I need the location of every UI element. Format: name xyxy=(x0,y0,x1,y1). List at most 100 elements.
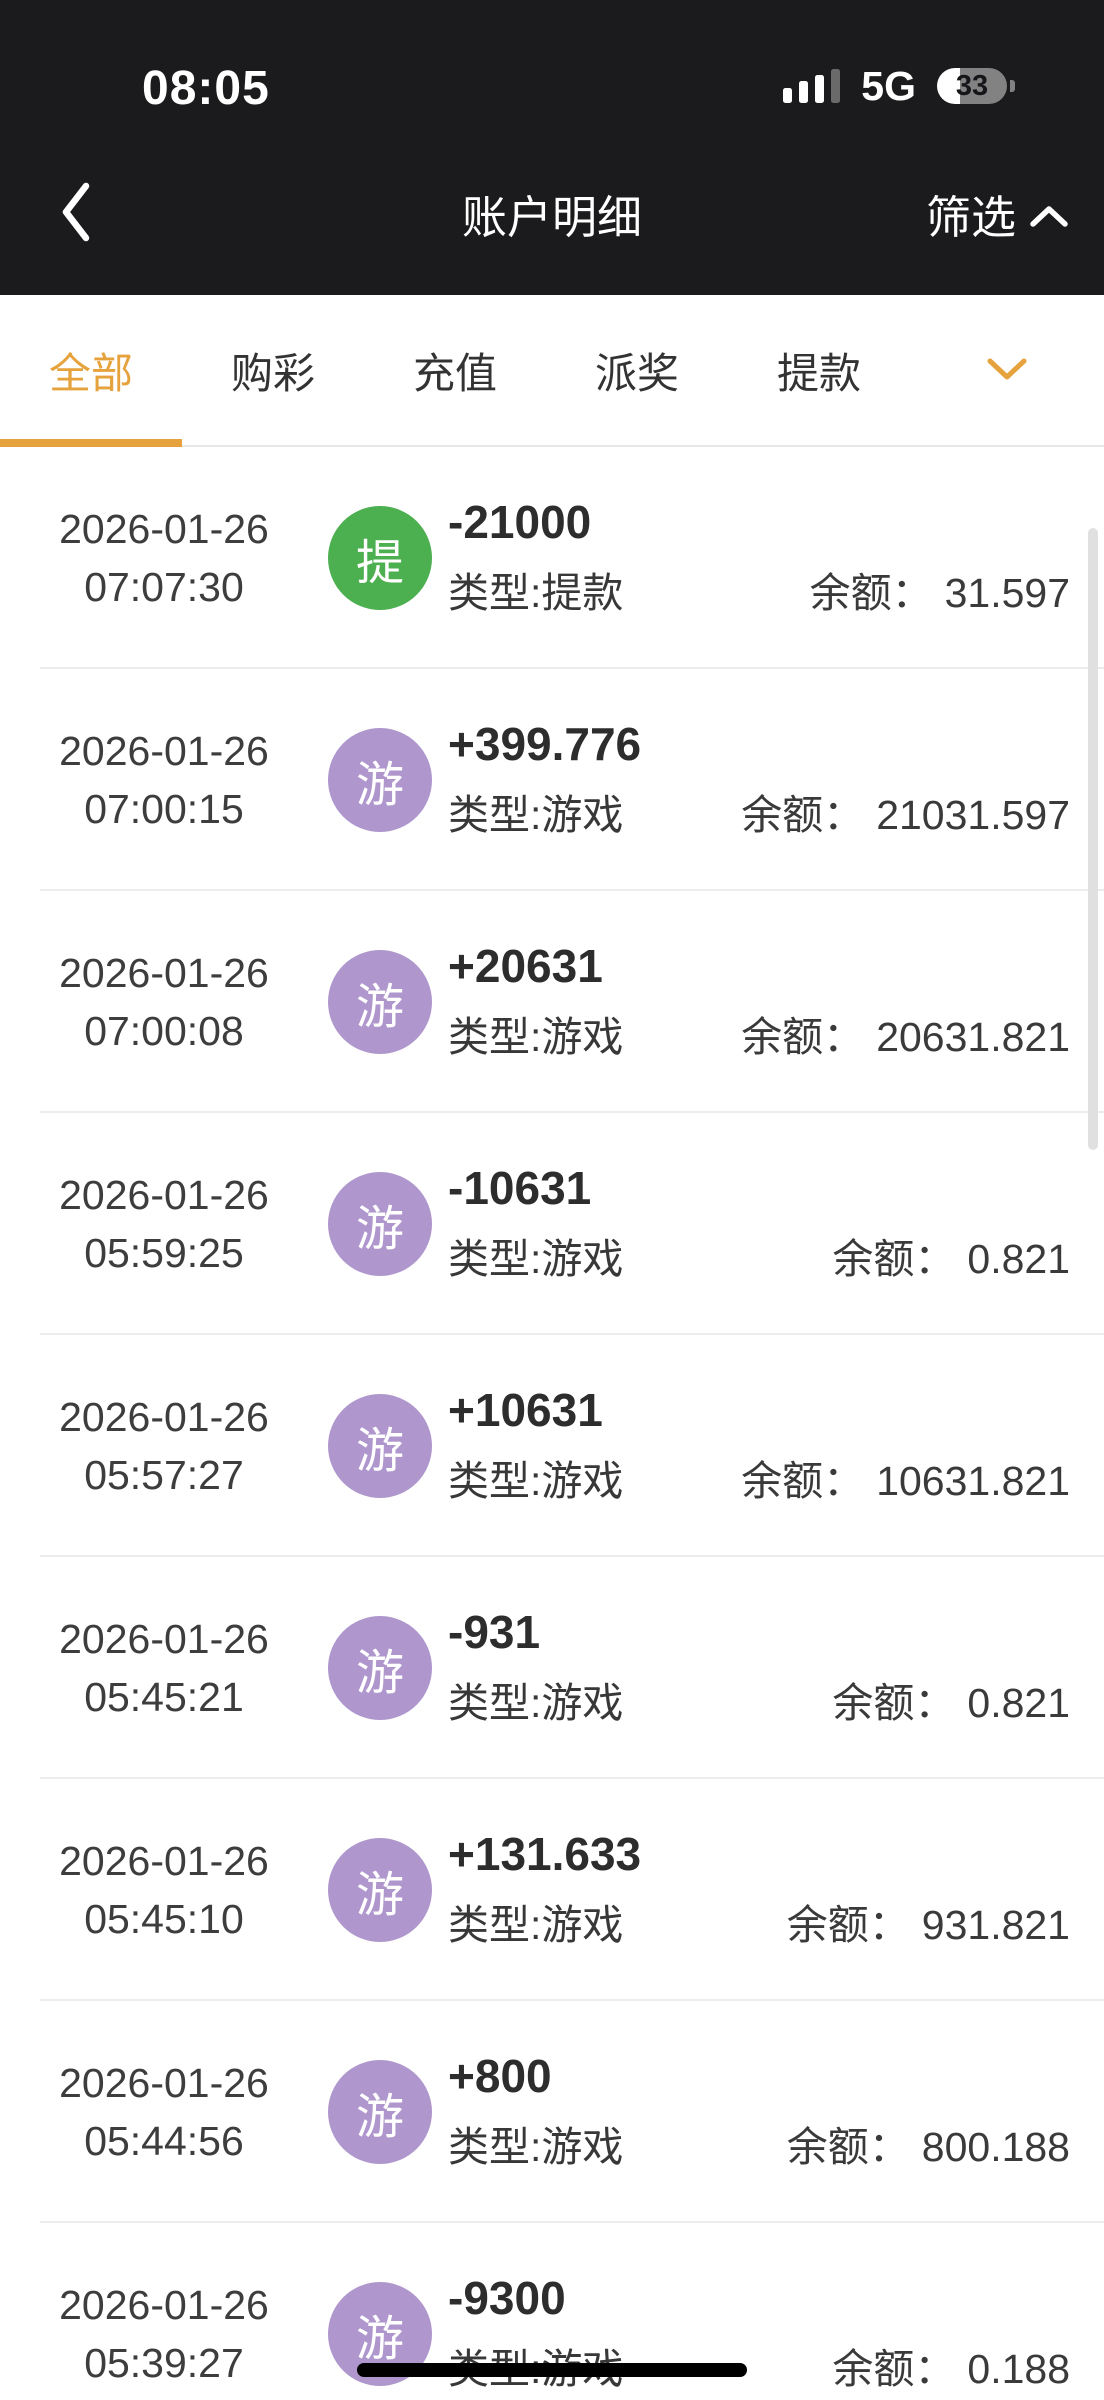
transaction-amount: +800 xyxy=(448,2049,552,2102)
scrollbar-thumb[interactable] xyxy=(1088,528,1098,1150)
transaction-row[interactable]: 2026-01-26 05:45:10 游 +131.633 类型:游戏 余额：… xyxy=(0,1779,1104,2001)
transaction-time: 05:45:21 xyxy=(84,1674,244,1720)
balance-label: 余额： xyxy=(809,570,933,616)
transaction-amount: +399.776 xyxy=(448,717,642,770)
game-badge: 游 xyxy=(328,1616,432,1720)
transaction-type: 类型:游戏 xyxy=(448,1458,624,1505)
transaction-time: 07:07:30 xyxy=(84,564,244,610)
transaction-datetime: 2026-01-26 05:45:21 xyxy=(0,1610,328,1726)
tab-recharge[interactable]: 充值 xyxy=(412,349,497,397)
balance-label: 余额： xyxy=(832,1680,956,1726)
transaction-type: 类型:游戏 xyxy=(448,1236,624,1283)
filter-label: 筛选 xyxy=(925,192,1016,243)
transaction-date: 2026-01-26 xyxy=(59,1393,269,1440)
transaction-row[interactable]: 2026-01-26 07:07:30 提 -21000 类型:提款 余额： 31… xyxy=(0,447,1104,669)
transaction-datetime: 2026-01-26 05:45:10 xyxy=(0,1832,328,1948)
type-badge-label: 游 xyxy=(355,1425,404,1478)
game-badge: 游 xyxy=(328,1394,432,1498)
balance-value: 20631.821 xyxy=(876,1014,1070,1060)
balance-label: 余额： xyxy=(786,1902,910,1948)
transaction-amount: -931 xyxy=(448,1605,541,1658)
type-badge-label: 提 xyxy=(355,537,404,590)
transaction-row[interactable]: 2026-01-26 05:45:21 游 -931 类型:游戏 余额： 0.82… xyxy=(0,1557,1104,1779)
chevron-up-icon xyxy=(1028,188,1070,240)
transaction-datetime: 2026-01-26 05:59:25 xyxy=(0,1166,328,1282)
transaction-datetime: 2026-01-26 05:57:27 xyxy=(0,1388,328,1504)
balance-value: 0.821 xyxy=(967,1680,1070,1726)
tab-lottery[interactable]: 购彩 xyxy=(230,349,315,397)
balance-label: 余额： xyxy=(832,2346,956,2392)
transaction-time: 05:59:25 xyxy=(84,1230,244,1276)
type-badge-label: 游 xyxy=(355,1869,404,1922)
battery-icon: 33 xyxy=(937,68,1015,104)
transaction-time: 07:00:15 xyxy=(84,786,244,832)
back-button[interactable] xyxy=(34,179,114,248)
transaction-row[interactable]: 2026-01-26 07:00:15 游 +399.776 类型:游戏 余额：… xyxy=(0,669,1104,891)
transaction-date: 2026-01-26 xyxy=(59,727,269,774)
transaction-type: 类型:游戏 xyxy=(448,1014,624,1061)
transaction-amount: -9300 xyxy=(448,2271,566,2324)
balance-value: 0.188 xyxy=(967,2346,1070,2392)
transaction-date: 2026-01-26 xyxy=(59,2281,269,2328)
transaction-row[interactable]: 2026-01-26 07:00:08 游 +20631 类型:游戏 余额： 20… xyxy=(0,891,1104,1113)
balance-value: 10631.821 xyxy=(876,1458,1070,1504)
balance-label: 余额： xyxy=(741,792,865,838)
type-badge-label: 游 xyxy=(355,1203,404,1256)
transaction-row[interactable]: 2026-01-26 05:44:56 游 +800 类型:游戏 余额： 800.… xyxy=(0,2001,1104,2223)
app-header: 08:05 5G 33 账户明细 筛选 xyxy=(0,0,1104,295)
transaction-type: 类型:游戏 xyxy=(448,2124,624,2171)
tab-more-button[interactable] xyxy=(910,295,1104,445)
transaction-time: 07:00:08 xyxy=(84,1008,244,1054)
balance-label: 余额： xyxy=(741,1458,865,1504)
transaction-date: 2026-01-26 xyxy=(59,1615,269,1662)
transaction-datetime: 2026-01-26 07:00:08 xyxy=(0,944,328,1060)
transaction-datetime: 2026-01-26 05:39:27 xyxy=(0,2276,328,2392)
type-badge-label: 游 xyxy=(355,759,404,812)
transaction-date: 2026-01-26 xyxy=(59,1171,269,1218)
transaction-type: 类型:提款 xyxy=(448,570,624,617)
transaction-row[interactable]: 2026-01-26 05:59:25 游 -10631 类型:游戏 余额： 0.… xyxy=(0,1113,1104,1335)
balance-value: 31.597 xyxy=(944,570,1070,616)
transaction-list: 2026-01-26 07:07:30 提 -21000 类型:提款 余额： 31… xyxy=(0,447,1104,2400)
tab-withdraw[interactable]: 提款 xyxy=(776,349,861,397)
filter-button[interactable]: 筛选 xyxy=(926,181,1070,246)
transaction-amount: -10631 xyxy=(448,1161,592,1214)
status-bar: 08:05 5G 33 xyxy=(0,0,1104,132)
battery-percent: 33 xyxy=(955,69,989,102)
transaction-date: 2026-01-26 xyxy=(59,949,269,996)
game-badge: 游 xyxy=(328,950,432,1054)
transaction-time: 05:45:10 xyxy=(84,1896,244,1942)
status-icons: 5G 33 xyxy=(783,62,1015,110)
transaction-row[interactable]: 2026-01-26 05:57:27 游 +10631 类型:游戏 余额： 10… xyxy=(0,1335,1104,1557)
type-badge-label: 游 xyxy=(355,2091,404,2144)
transaction-datetime: 2026-01-26 07:00:15 xyxy=(0,722,328,838)
balance-label: 余额： xyxy=(786,2124,910,2170)
transaction-time: 05:39:27 xyxy=(84,2340,244,2386)
chevron-down-icon xyxy=(985,356,1029,385)
transaction-row[interactable]: 2026-01-26 05:39:27 游 -9300 类型:游戏 余额：0.1… xyxy=(0,2223,1104,2400)
transaction-time: 05:57:27 xyxy=(84,1452,244,1498)
balance-value: 21031.597 xyxy=(876,792,1070,838)
tab-all[interactable]: 全部 xyxy=(0,295,182,447)
transaction-type: 类型:游戏 xyxy=(448,1680,624,1727)
transaction-type: 类型:游戏 xyxy=(448,792,624,839)
transaction-date: 2026-01-26 xyxy=(59,2059,269,2106)
status-time: 08:05 xyxy=(142,62,270,115)
transaction-amount: +20631 xyxy=(448,939,603,992)
transaction-datetime: 2026-01-26 05:44:56 xyxy=(0,2054,328,2170)
game-badge: 游 xyxy=(328,1838,432,1942)
tab-bar: 全部 购彩 充值 派奖 提款 xyxy=(0,295,1104,447)
chevron-left-icon xyxy=(58,179,94,248)
game-badge: 游 xyxy=(328,1172,432,1276)
transaction-time: 05:44:56 xyxy=(84,2118,244,2164)
tab-prize[interactable]: 派奖 xyxy=(594,349,679,397)
game-badge: 游 xyxy=(328,728,432,832)
transaction-amount: +131.633 xyxy=(448,1827,642,1880)
balance-value: 0.821 xyxy=(967,1236,1070,1282)
transaction-amount: +10631 xyxy=(448,1383,603,1436)
balance-value: 931.821 xyxy=(921,1902,1070,1948)
home-indicator[interactable] xyxy=(357,2363,747,2377)
transaction-date: 2026-01-26 xyxy=(59,1837,269,1884)
network-type-label: 5G xyxy=(861,62,916,109)
